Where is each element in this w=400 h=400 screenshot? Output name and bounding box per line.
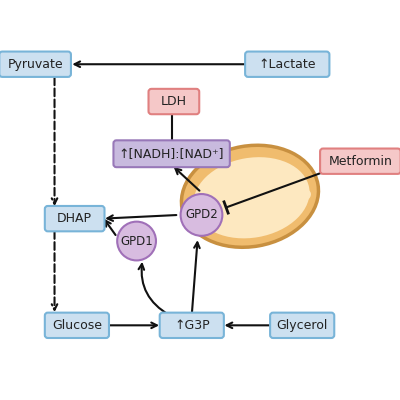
- Ellipse shape: [244, 190, 279, 217]
- Ellipse shape: [193, 157, 310, 238]
- FancyBboxPatch shape: [320, 148, 400, 174]
- Text: GPD2: GPD2: [185, 208, 218, 222]
- Text: Metformin: Metformin: [328, 155, 392, 168]
- Circle shape: [180, 194, 222, 236]
- Ellipse shape: [234, 169, 273, 194]
- Ellipse shape: [263, 196, 296, 219]
- FancyBboxPatch shape: [148, 89, 199, 114]
- Text: ↑Lactate: ↑Lactate: [258, 58, 316, 71]
- Ellipse shape: [228, 184, 265, 208]
- Text: ↑[NADH]:[NAD⁺]: ↑[NADH]:[NAD⁺]: [119, 147, 224, 160]
- Text: Pyruvate: Pyruvate: [7, 58, 63, 71]
- Ellipse shape: [270, 179, 305, 199]
- FancyBboxPatch shape: [160, 313, 224, 338]
- FancyBboxPatch shape: [270, 313, 334, 338]
- Text: Glucose: Glucose: [52, 319, 102, 332]
- FancyBboxPatch shape: [45, 313, 109, 338]
- Text: GPD1: GPD1: [120, 234, 153, 248]
- FancyBboxPatch shape: [0, 52, 71, 77]
- FancyBboxPatch shape: [245, 52, 330, 77]
- Text: LDH: LDH: [161, 95, 187, 108]
- Ellipse shape: [278, 187, 311, 206]
- Text: DHAP: DHAP: [57, 212, 92, 225]
- Ellipse shape: [251, 199, 286, 223]
- FancyBboxPatch shape: [45, 206, 104, 231]
- Ellipse shape: [182, 145, 318, 247]
- Text: Glycerol: Glycerol: [276, 319, 328, 332]
- FancyBboxPatch shape: [114, 140, 230, 167]
- Ellipse shape: [254, 174, 290, 196]
- Text: ↑G3P: ↑G3P: [174, 319, 210, 332]
- Circle shape: [117, 222, 156, 260]
